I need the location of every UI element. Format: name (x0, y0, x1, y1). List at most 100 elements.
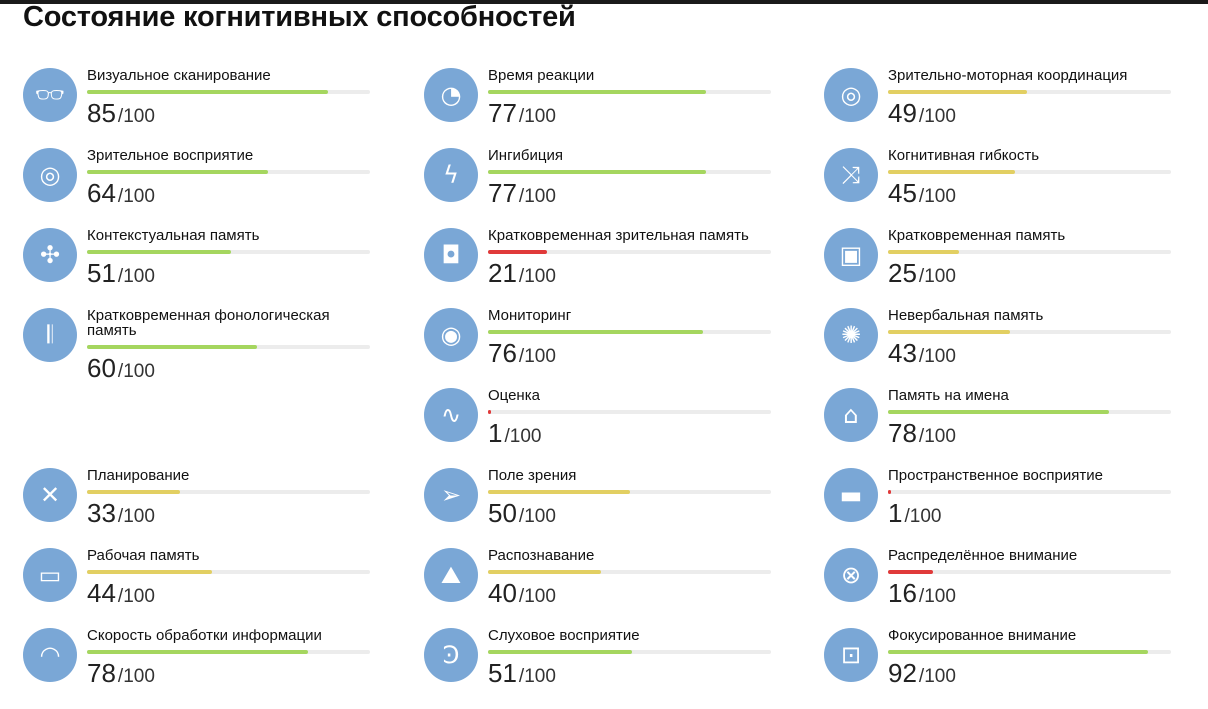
ability-item[interactable]: ✕ Планирование 33/100 (23, 468, 403, 540)
score-number: 78 (87, 658, 116, 688)
score-bar-fill (87, 345, 257, 349)
ability-item[interactable]: 𝄃 Кратковременная фонологическая память … (23, 307, 403, 383)
ability-item[interactable]: ◉ Мониторинг 76/100 (424, 308, 804, 380)
ability-item[interactable]: ⊗ Распределённое внимание 16/100 (824, 548, 1204, 620)
crosshair-icon: ⊗ (824, 548, 878, 602)
score-value: 78/100 (888, 418, 956, 449)
score-value: 1/100 (888, 498, 941, 529)
score-value: 50/100 (488, 498, 556, 529)
ability-label: Фокусированное внимание (888, 627, 1077, 644)
ability-item[interactable]: ϟ Ингибиция 77/100 (424, 148, 804, 220)
score-bar (87, 570, 370, 574)
score-value: 45/100 (888, 178, 956, 209)
score-number: 1 (888, 498, 903, 528)
score-bar (488, 250, 771, 254)
score-bar-fill (488, 330, 704, 334)
score-bar (888, 570, 1171, 574)
ability-item[interactable]: ⤨ Когнитивная гибкость 45/100 (824, 148, 1204, 220)
score-max: /100 (918, 666, 956, 687)
score-max: /100 (918, 426, 956, 447)
score-value: 44/100 (87, 578, 155, 609)
ability-label: Кратковременная зрительная память (488, 227, 749, 244)
score-number: 16 (888, 578, 917, 608)
score-value: 78/100 (87, 658, 155, 689)
ability-item[interactable]: ⛰︎ Распознавание 40/100 (424, 548, 804, 620)
score-number: 50 (488, 498, 517, 528)
score-value: 51/100 (488, 658, 556, 689)
score-bar (87, 650, 370, 654)
score-bar (488, 490, 771, 494)
ability-item[interactable]: ∿ Оценка 1/100 (424, 388, 804, 460)
ability-label: Распределённое внимание (888, 547, 1078, 564)
score-max: /100 (117, 361, 155, 382)
score-value: 51/100 (87, 258, 155, 289)
ability-label: Планирование (87, 467, 190, 484)
score-bar-fill (488, 490, 630, 494)
paper-plane-icon: ➢ (424, 468, 478, 522)
path-icon: ∿ (424, 388, 478, 442)
score-bar-fill (488, 170, 706, 174)
ability-item[interactable]: ▭ Рабочая память 44/100 (23, 548, 403, 620)
battery-icon: ▭ (23, 548, 77, 602)
ability-label: Рабочая память (87, 547, 200, 564)
score-max: /100 (117, 666, 155, 687)
ability-item[interactable]: ◠ Скорость обработки информации 78/100 (23, 628, 403, 700)
aperture-icon: ✺ (824, 308, 878, 362)
ability-label: Ингибиция (488, 147, 563, 164)
score-max: /100 (918, 106, 956, 127)
score-value: 1/100 (488, 418, 541, 449)
ability-item[interactable]: ◎ Зрительное восприятие 64/100 (23, 148, 403, 220)
mountains-icon: ⛰︎ (424, 548, 478, 602)
score-bar-fill (488, 650, 633, 654)
score-max: /100 (918, 586, 956, 607)
top-border (0, 0, 1208, 4)
ability-label: Пространственное восприятие (888, 467, 1103, 484)
score-number: 49 (888, 98, 917, 128)
score-bar (488, 330, 771, 334)
ability-item[interactable]: ◔ Время реакции 77/100 (424, 68, 804, 140)
score-max: /100 (518, 666, 556, 687)
box-icon: ▬ (824, 468, 878, 522)
score-bar-fill (87, 570, 212, 574)
score-bar-fill (888, 650, 1149, 654)
ability-label: Оценка (488, 387, 540, 404)
eye-rotate-icon: ◉ (424, 308, 478, 362)
score-bar-fill (87, 650, 308, 654)
ability-label: Поле зрения (488, 467, 577, 484)
score-number: 77 (488, 98, 517, 128)
score-number: 51 (488, 658, 517, 688)
score-bar (888, 410, 1171, 414)
score-max: /100 (117, 106, 155, 127)
score-value: 25/100 (888, 258, 956, 289)
score-value: 77/100 (488, 98, 556, 129)
ability-label: Кратковременная фонологическая память (87, 307, 330, 339)
score-number: 60 (87, 353, 116, 383)
plan-icon: ✕ (23, 468, 77, 522)
score-value: 49/100 (888, 98, 956, 129)
score-number: 1 (488, 418, 503, 448)
ability-item[interactable]: ✺ Невербальная память 43/100 (824, 308, 1204, 380)
ability-item[interactable]: ▬ Пространственное восприятие 1/100 (824, 468, 1204, 540)
score-bar-fill (888, 570, 934, 574)
ability-item[interactable]: ✣ Контекстуальная память 51/100 (23, 228, 403, 300)
ability-item[interactable]: ▣ Кратковременная память 25/100 (824, 228, 1204, 300)
score-max: /100 (518, 266, 556, 287)
camera-icon: ◘ (424, 228, 478, 282)
ear-icon: Ͽ (424, 628, 478, 682)
ability-item[interactable]: 👓︎ Визуальное сканирование 85/100 (23, 68, 403, 140)
score-max: /100 (904, 506, 942, 527)
score-max: /100 (117, 506, 155, 527)
score-number: 21 (488, 258, 517, 288)
ability-item[interactable]: ⌂ Память на имена 78/100 (824, 388, 1204, 460)
score-bar-fill (488, 570, 602, 574)
circles-icon: ◎ (23, 148, 77, 202)
ability-item[interactable]: ◘ Кратковременная зрительная память 21/1… (424, 228, 804, 300)
ability-item[interactable]: ⊡ Фокусированное внимание 92/100 (824, 628, 1204, 700)
ability-item[interactable]: ◎ Зрительно-моторная координация 49/100 (824, 68, 1204, 140)
score-bar (488, 410, 771, 414)
score-bar (888, 330, 1171, 334)
ability-label: Мониторинг (488, 307, 572, 324)
ability-item[interactable]: Ͽ Слуховое восприятие 51/100 (424, 628, 804, 700)
ability-label: Распознавание (488, 547, 595, 564)
ability-item[interactable]: ➢ Поле зрения 50/100 (424, 468, 804, 540)
